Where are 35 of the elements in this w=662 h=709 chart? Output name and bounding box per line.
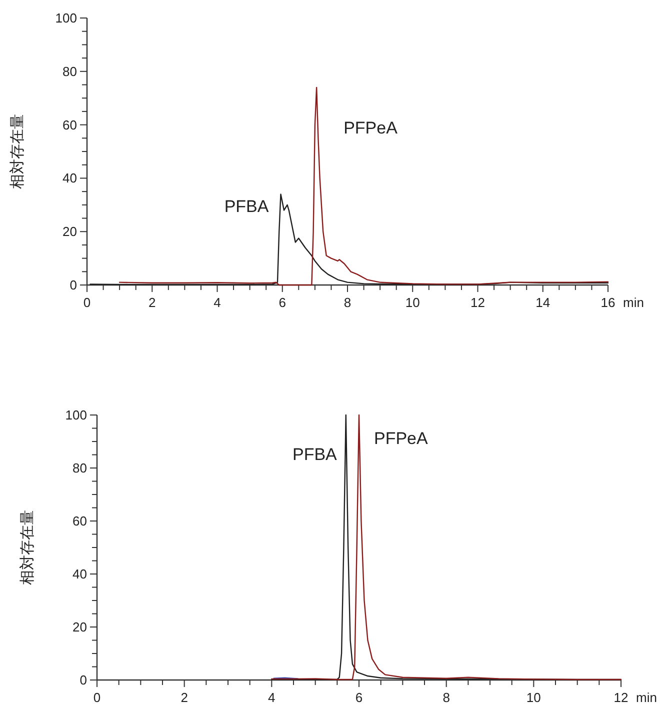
x-tick-label: 12 <box>614 690 628 705</box>
y-tick-label: 20 <box>62 224 77 240</box>
x-tick-label: 10 <box>405 295 420 310</box>
x-tick-label: 0 <box>93 690 101 705</box>
y-axis-title: 相対存在量 <box>9 114 26 189</box>
y-tick-label: 40 <box>72 566 87 582</box>
y-tick-label: 100 <box>65 408 87 422</box>
y-tick-label: 80 <box>62 64 77 79</box>
x-tick-label: 8 <box>442 690 450 705</box>
x-tick-label: 2 <box>148 295 156 310</box>
series-label: PFPeA <box>344 118 398 138</box>
x-tick-label: 16 <box>600 295 616 310</box>
x-tick-label: 10 <box>526 690 541 705</box>
y-tick-label: 60 <box>62 117 77 132</box>
y-axis-title: 相対存在量 <box>19 510 36 585</box>
y-tick-label: 100 <box>55 10 77 26</box>
x-tick-label: 8 <box>344 295 352 310</box>
x-tick-label: 14 <box>536 295 550 310</box>
series-label: PFBA <box>292 445 338 464</box>
x-axis-title: min <box>623 295 644 310</box>
x-tick-label: 4 <box>214 295 221 310</box>
y-tick-label: 60 <box>72 514 87 528</box>
x-axis-title: min <box>636 690 657 705</box>
y-tick-label: 40 <box>62 170 77 186</box>
y-tick-label: 0 <box>70 278 77 292</box>
y-tick-label: 20 <box>72 620 87 634</box>
y-tick-label: 80 <box>72 460 87 476</box>
x-tick-label: 6 <box>355 690 363 705</box>
y-tick-label: 0 <box>80 672 87 688</box>
x-tick-label: 4 <box>268 690 276 705</box>
x-tick-label: 12 <box>470 295 485 310</box>
x-tick-label: 2 <box>180 690 188 705</box>
x-tick-label: 6 <box>278 295 286 310</box>
series-label: PFPeA <box>374 429 429 448</box>
series-label: PFBA <box>224 197 270 216</box>
